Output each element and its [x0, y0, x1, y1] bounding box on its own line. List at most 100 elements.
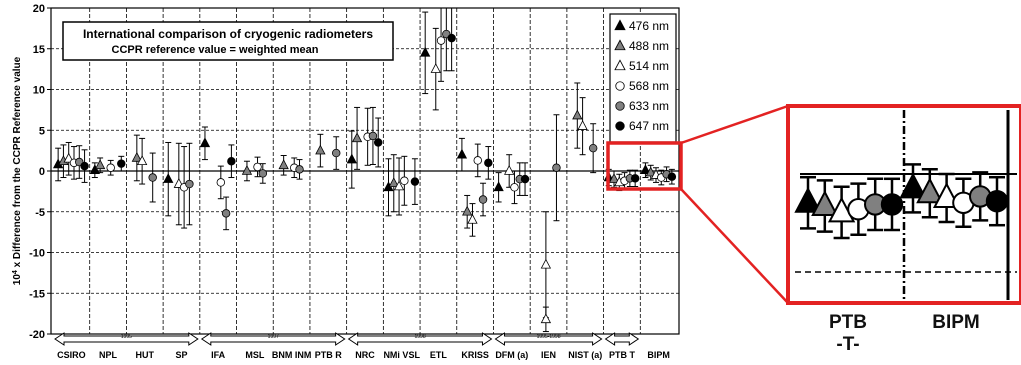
- zoom-connector-top: [680, 104, 789, 145]
- legend-label: 633 nm: [629, 99, 669, 113]
- marker-568-nm: [253, 162, 262, 172]
- period-arrow: 1998: [347, 332, 493, 346]
- legend-item: 568 nm: [615, 79, 669, 93]
- data-point: [94, 157, 106, 174]
- period-arrow-shape: [200, 332, 346, 346]
- marker-488-nm: [462, 205, 473, 216]
- y-tick-label: 0: [39, 166, 45, 178]
- marker-514-nm: [614, 59, 626, 71]
- data-point: [148, 152, 157, 203]
- marker-476-nm: [899, 172, 927, 199]
- zoom-highlight-box: [606, 141, 683, 191]
- data-point: [969, 171, 992, 222]
- period-arrow-label: 1997: [268, 334, 279, 340]
- data-point: [400, 155, 409, 206]
- period-arrow-label: 1998: [414, 334, 425, 340]
- marker-647-nm: [227, 156, 236, 166]
- data-point: [241, 160, 253, 182]
- marker-633-nm: [552, 163, 561, 172]
- data-point: [253, 156, 262, 178]
- legend-item: 476 nm: [614, 19, 669, 33]
- x-tick-label: KRISS: [461, 350, 489, 360]
- legend-item: 488 nm: [614, 39, 669, 53]
- data-point: [493, 172, 504, 203]
- period-arrow-shape: [347, 332, 493, 346]
- marker-476-nm: [456, 148, 468, 159]
- marker-476-nm: [493, 181, 504, 192]
- data-point: [89, 162, 101, 179]
- x-tick-label: CSIRO: [57, 350, 86, 360]
- data-point: [572, 82, 583, 149]
- marker-488-nm: [241, 164, 253, 175]
- marker-488-nm: [388, 177, 399, 188]
- x-tick-label: PTB R: [315, 350, 343, 360]
- data-point: [163, 141, 174, 217]
- marker-476-nm: [614, 19, 626, 31]
- y-tick-label: 15: [33, 44, 45, 56]
- x-axis-labels: CSIRO NPL HUT SP IFA MSL BNM INM PTB R NRC NMi VS…: [57, 350, 670, 360]
- marker-568-nm: [106, 163, 115, 172]
- data-point: [640, 162, 651, 179]
- y-tick-label: 5: [39, 125, 45, 137]
- marker-633-nm: [368, 131, 378, 141]
- y-tick-label: -20: [29, 329, 45, 341]
- marker-647-nm: [484, 158, 493, 168]
- x-tick-label: NRC: [355, 350, 375, 360]
- marker-568-nm: [400, 176, 409, 186]
- zoom-label-ptb: PTB -T-: [815, 312, 881, 356]
- marker-633-nm: [221, 209, 231, 218]
- marker-488-nm: [278, 159, 289, 170]
- x-tick-label: NPL: [99, 350, 118, 360]
- data-point: [540, 306, 552, 333]
- x-tick-label: DFM (a): [495, 350, 528, 360]
- marker-633-nm: [295, 165, 304, 174]
- data-point: [952, 177, 975, 229]
- legend-label: 488 nm: [629, 39, 669, 53]
- x-tick-label: IFA: [211, 350, 226, 360]
- data-point: [373, 117, 383, 168]
- zoom-label-ptb-line2: -T-: [836, 334, 860, 355]
- data-point: [645, 164, 656, 181]
- data-point: [880, 177, 904, 232]
- legend-item: 633 nm: [615, 99, 669, 113]
- legend: 476 nm 488 nm 514 nm 568 nm 633 nm 647 nm: [609, 13, 677, 143]
- legend-label: 476 nm: [629, 19, 669, 33]
- data-point: [388, 154, 399, 213]
- marker-647-nm: [373, 138, 383, 147]
- marker-488-nm: [916, 177, 944, 204]
- period-arrow: [604, 332, 640, 346]
- marker-633-nm: [258, 169, 268, 178]
- data-point: [436, 8, 446, 82]
- data-point: [131, 134, 142, 182]
- data-point: [456, 137, 468, 172]
- x-tick-label: NIST (a): [568, 350, 602, 360]
- marker-647-nm: [117, 159, 126, 168]
- data-point: [136, 137, 148, 185]
- zoom-label-bipm-line1: BIPM: [932, 312, 980, 333]
- marker-514-nm: [577, 120, 588, 130]
- marker-514-nm: [540, 258, 552, 269]
- marker-514-nm: [136, 155, 148, 165]
- data-point: [577, 97, 588, 156]
- data-point: [351, 106, 363, 170]
- marker-488-nm: [351, 132, 363, 143]
- period-arrow-label: 1995-1998: [537, 334, 561, 340]
- x-tick-label: ETL: [430, 350, 448, 360]
- marker-568-nm: [510, 183, 519, 192]
- marker-476-nm: [640, 164, 651, 174]
- marker-488-nm: [614, 39, 626, 51]
- marker-568-nm: [216, 178, 226, 187]
- data-point: [811, 179, 839, 233]
- x-tick-label: BNM INM: [272, 350, 312, 360]
- x-tick-label: BIPM: [647, 350, 670, 360]
- y-tick-label: 10: [33, 85, 45, 97]
- data-point: [393, 157, 405, 216]
- marker-514-nm: [504, 164, 515, 175]
- marker-488-nm: [94, 159, 106, 170]
- data-point: [899, 163, 927, 214]
- data-point: [520, 162, 530, 196]
- data-series: [52, 8, 677, 333]
- legend-item: 514 nm: [614, 59, 669, 73]
- marker-476-nm: [89, 164, 101, 174]
- period-arrow: 1995: [54, 332, 199, 346]
